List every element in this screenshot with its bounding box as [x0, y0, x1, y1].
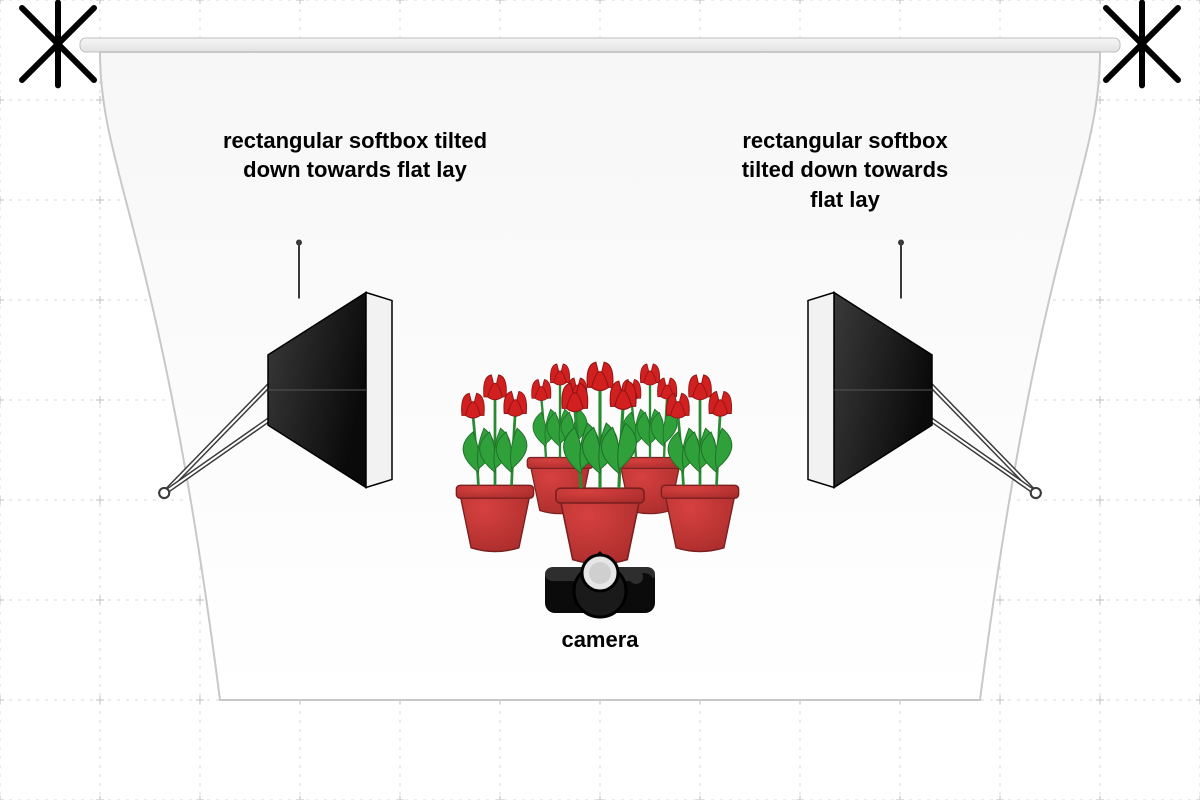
label-left-softbox: rectangular softbox tilted down towards … [175, 126, 535, 185]
diagram-canvas [0, 0, 1200, 800]
label-right-softbox: rectangular softbox tilted down towards … [665, 126, 1025, 215]
label-camera: camera [420, 625, 780, 655]
